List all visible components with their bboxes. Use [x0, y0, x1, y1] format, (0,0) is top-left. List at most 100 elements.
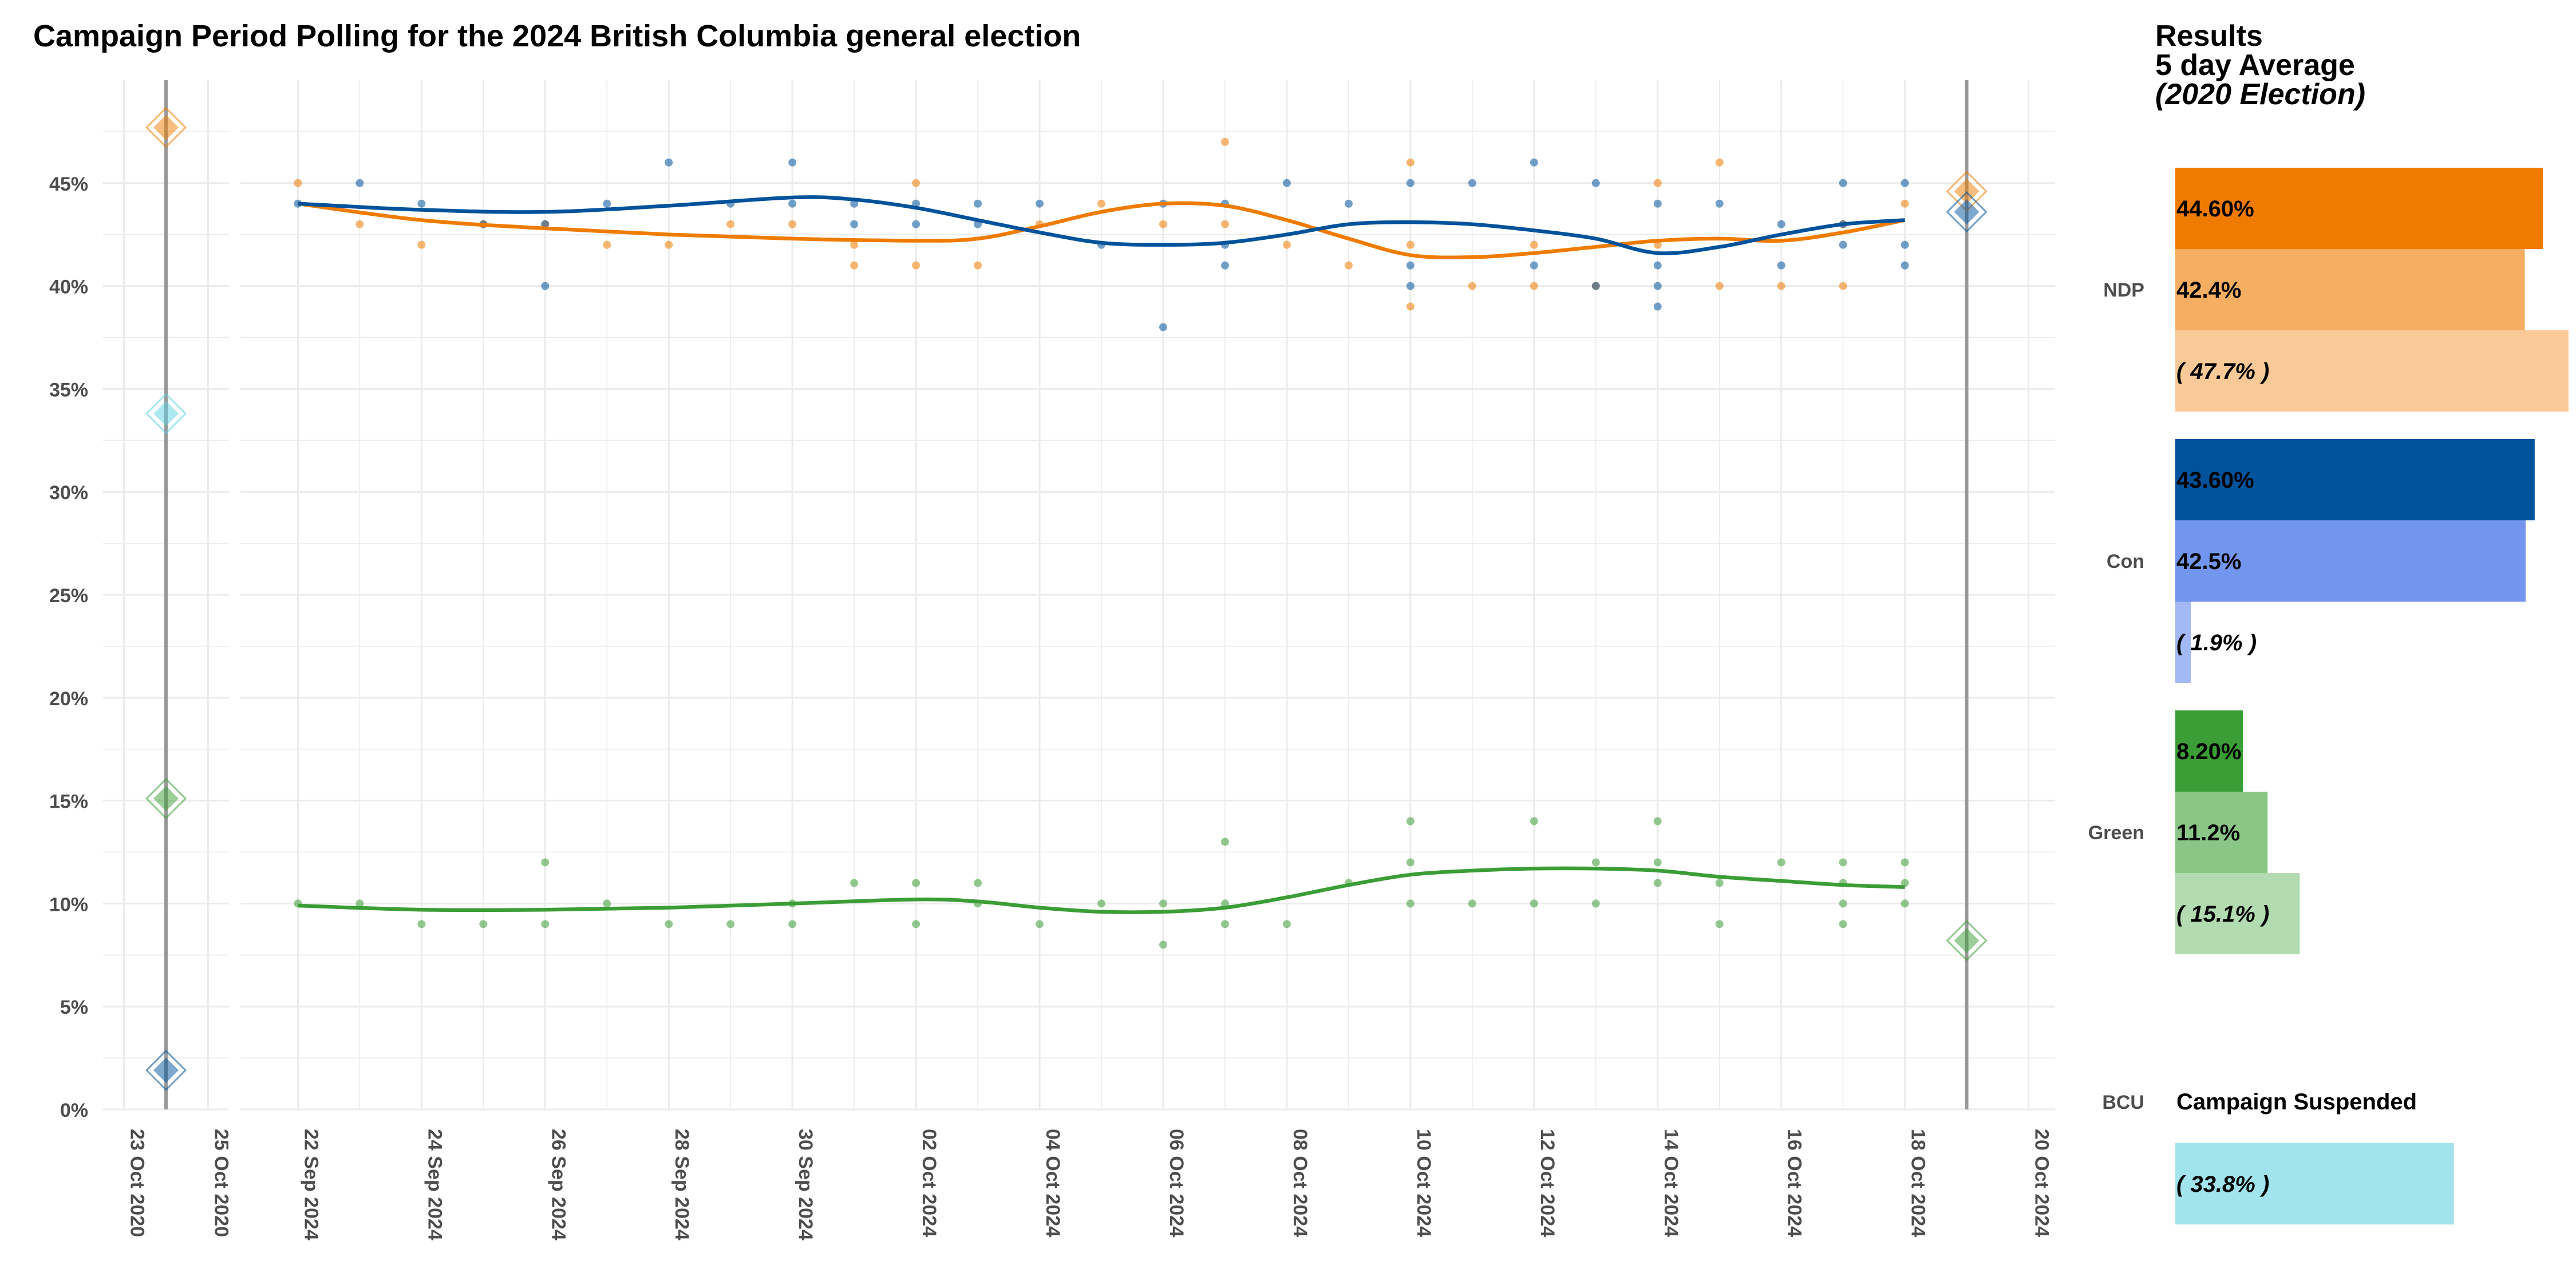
category-label-ndp: NDP — [2103, 279, 2144, 301]
poll-point-con — [1591, 179, 1600, 187]
bar-label-green-result: 8.20% — [2176, 739, 2241, 764]
poll-point-ndp — [294, 179, 302, 187]
bar-label-bcu-note: Campaign Suspended — [2176, 1089, 2417, 1115]
poll-point-con — [417, 199, 426, 208]
poll-point-green — [1220, 837, 1229, 846]
poll-point-con — [850, 199, 859, 208]
x-tick-label: 10 Oct 2024 — [1413, 1129, 1435, 1237]
x-axis-2020: 23 Oct 2020 25 Oct 2020 — [127, 1129, 232, 1237]
bar-label-green-previous: ( 15.1% ) — [2176, 902, 2269, 927]
poll-point-ndp — [974, 261, 982, 270]
poll-point-green — [1839, 899, 1847, 908]
poll-point-ndp — [1715, 158, 1724, 167]
poll-point-green — [1159, 899, 1167, 908]
poll-point-con — [974, 199, 982, 208]
bar-con-average — [2175, 520, 2526, 602]
poll-point-green — [1653, 858, 1662, 867]
trend-line-green — [298, 866, 1905, 914]
bar-ndp-result — [2175, 168, 2543, 249]
diamond-fill — [153, 401, 179, 426]
poll-point-con — [1653, 282, 1662, 290]
diamond-outline — [1946, 920, 1988, 962]
y-axis: 0% 5% 10% 15% 20% 25% 30% 35% 40% 45% — [49, 173, 88, 1121]
bar-green-previous — [2175, 873, 2300, 954]
poll-point-green — [1901, 899, 1909, 908]
poll-point-ndp — [1406, 240, 1415, 249]
poll-point-con — [1653, 199, 1662, 208]
x-tick-label: 23 Oct 2020 — [127, 1129, 148, 1237]
results-title-line-1: Results — [2155, 19, 2263, 53]
poll-point-green — [1591, 899, 1600, 908]
bar-ndp-previous — [2175, 330, 2569, 412]
poll-point-green — [355, 899, 364, 908]
poll-point-ndp — [1406, 302, 1415, 311]
poll-point-con — [541, 220, 550, 228]
chart-title: Campaign Period Polling for the 2024 Bri… — [33, 19, 1081, 53]
trend-lines — [297, 195, 1906, 914]
poll-point-ndp — [1653, 240, 1662, 249]
poll-point-green — [912, 920, 920, 929]
poll-points — [294, 137, 1909, 949]
x-tick-label: 20 Oct 2024 — [2031, 1129, 2053, 1237]
x-tick-label: 06 Oct 2024 — [1165, 1129, 1187, 1237]
category-label-green: Green — [2088, 822, 2144, 844]
y-tick-label: 45% — [49, 173, 88, 195]
x-tick-label: 18 Oct 2024 — [1907, 1129, 1929, 1237]
results-title-line-3: (2020 Election) — [2155, 78, 2366, 111]
trend-line-ndp — [297, 201, 1906, 260]
bar-label-ndp-result: 44.60% — [2176, 196, 2254, 222]
y-tick-label: 10% — [49, 894, 88, 915]
diamond-2020-green — [145, 777, 187, 820]
poll-point-green — [1901, 858, 1909, 867]
y-tick-label: 20% — [49, 688, 88, 710]
poll-point-con — [1344, 199, 1353, 208]
x-tick-label: 14 Oct 2024 — [1660, 1129, 1682, 1237]
y-tick-label: 0% — [60, 1100, 88, 1121]
poll-point-green — [541, 858, 550, 867]
bar-ndp-average — [2175, 249, 2525, 330]
poll-point-con — [1406, 282, 1415, 290]
poll-point-con — [1901, 261, 1909, 270]
poll-point-con — [1468, 179, 1476, 187]
poll-point-green — [541, 920, 550, 929]
poll-point-con — [1530, 158, 1538, 167]
poll-point-green — [1715, 920, 1724, 929]
poll-point-ndp — [1715, 282, 1724, 290]
poll-point-ndp — [1344, 261, 1353, 270]
poll-point-ndp — [1653, 179, 1662, 187]
poll-point-con — [850, 220, 859, 228]
y-tick-label: 15% — [49, 791, 88, 813]
diamond-outline — [145, 777, 187, 820]
bar-bcu-previous — [2175, 1143, 2454, 1224]
bar-label-green-average: 11.2% — [2176, 820, 2240, 846]
bar-green-result — [2175, 710, 2243, 792]
poll-point-con — [1777, 261, 1785, 270]
poll-point-ndp — [1220, 137, 1229, 146]
poll-point-green — [417, 920, 426, 929]
diamond-fill — [1954, 199, 1980, 225]
poll-point-con — [1715, 199, 1724, 208]
poll-point-green — [1839, 858, 1847, 867]
poll-point-green — [1715, 879, 1724, 887]
category-label-con: Con — [2107, 551, 2144, 572]
poll-point-con — [1036, 199, 1044, 208]
bar-label-con-average: 42.5% — [2176, 549, 2241, 574]
poll-point-ndp — [1159, 220, 1167, 228]
trend-line-con — [298, 195, 1905, 255]
poll-point-green — [1653, 817, 1662, 825]
poll-point-ndp — [850, 261, 859, 270]
x-tick-label: 16 Oct 2024 — [1784, 1129, 1805, 1237]
y-tick-label: 30% — [49, 482, 88, 504]
poll-point-green — [1530, 817, 1538, 825]
x-tick-label: 04 Oct 2024 — [1042, 1129, 1064, 1237]
bar-label-ndp-average: 42.4% — [2176, 278, 2241, 303]
diamond-2024-green — [1946, 920, 1988, 962]
poll-point-con — [1406, 179, 1415, 187]
poll-point-green — [1653, 879, 1662, 887]
poll-point-green — [479, 920, 488, 929]
diamond-fill — [153, 1057, 179, 1083]
x-tick-label: 24 Sep 2024 — [424, 1129, 445, 1240]
poll-point-green — [1777, 858, 1785, 867]
poll-point-ndp — [355, 220, 364, 228]
